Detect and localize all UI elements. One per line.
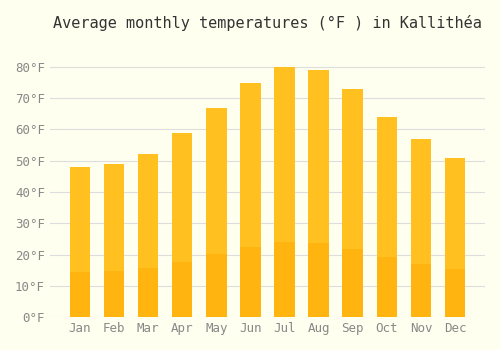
Bar <box>240 247 260 317</box>
Bar <box>138 268 158 317</box>
Bar <box>104 164 124 317</box>
Bar <box>240 83 260 317</box>
Bar <box>274 242 294 317</box>
Bar <box>445 158 465 317</box>
Bar <box>445 269 465 317</box>
Bar <box>410 264 431 317</box>
Bar <box>104 271 124 317</box>
Bar <box>172 133 193 317</box>
Bar <box>376 257 397 317</box>
Bar <box>376 117 397 317</box>
Bar <box>308 243 329 317</box>
Bar <box>206 254 227 317</box>
Bar <box>274 67 294 317</box>
Bar <box>342 89 363 317</box>
Bar <box>172 262 193 317</box>
Title: Average monthly temperatures (°F ) in Kallithéa: Average monthly temperatures (°F ) in Ka… <box>53 15 482 31</box>
Bar <box>70 272 90 317</box>
Bar <box>206 107 227 317</box>
Bar <box>410 139 431 317</box>
Bar <box>342 248 363 317</box>
Bar <box>138 154 158 317</box>
Bar <box>70 167 90 317</box>
Bar <box>308 70 329 317</box>
